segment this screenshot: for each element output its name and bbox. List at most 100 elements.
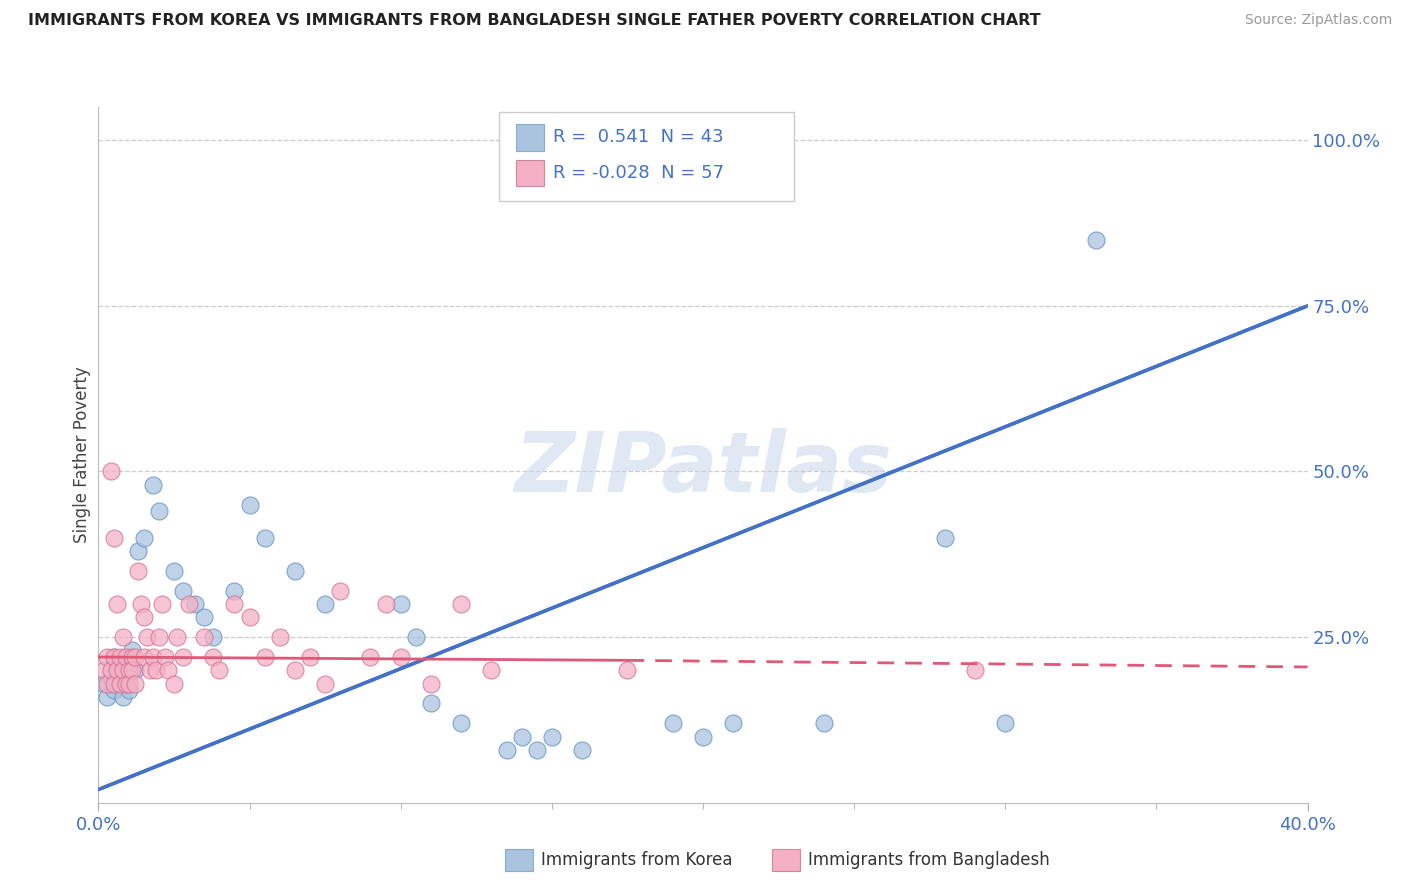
Point bbox=[723, 716, 745, 731]
Point bbox=[100, 663, 122, 677]
Point bbox=[965, 663, 987, 677]
Point bbox=[616, 663, 638, 677]
Point bbox=[118, 657, 141, 671]
Point bbox=[202, 630, 225, 644]
Point bbox=[111, 630, 134, 644]
Point bbox=[224, 583, 246, 598]
Point bbox=[135, 630, 157, 644]
Point bbox=[1085, 233, 1108, 247]
Point bbox=[100, 670, 122, 684]
Point bbox=[374, 597, 396, 611]
Point bbox=[253, 531, 276, 545]
Point bbox=[389, 597, 412, 611]
Point bbox=[103, 683, 125, 698]
Point bbox=[118, 663, 141, 677]
Text: Immigrants from Bangladesh: Immigrants from Bangladesh bbox=[808, 851, 1050, 869]
Point bbox=[118, 683, 141, 698]
Point bbox=[118, 676, 141, 690]
Point bbox=[148, 504, 170, 518]
Point bbox=[103, 650, 125, 665]
Point bbox=[299, 650, 322, 665]
Point bbox=[142, 477, 165, 491]
Point bbox=[148, 630, 170, 644]
Point bbox=[145, 663, 167, 677]
Point bbox=[132, 610, 155, 624]
Point bbox=[360, 650, 382, 665]
Point bbox=[662, 716, 685, 731]
Point bbox=[269, 630, 291, 644]
Point bbox=[284, 663, 307, 677]
Point bbox=[111, 690, 134, 704]
Point bbox=[179, 597, 201, 611]
Point bbox=[420, 676, 443, 690]
Point bbox=[127, 564, 149, 578]
Point bbox=[96, 690, 118, 704]
Point bbox=[105, 663, 128, 677]
Point bbox=[813, 716, 835, 731]
Point bbox=[239, 610, 262, 624]
Text: Immigrants from Korea: Immigrants from Korea bbox=[541, 851, 733, 869]
Point bbox=[692, 730, 714, 744]
Point bbox=[934, 531, 956, 545]
Point bbox=[224, 597, 246, 611]
Point bbox=[103, 531, 125, 545]
Text: R =  0.541  N = 43: R = 0.541 N = 43 bbox=[553, 128, 723, 146]
Point bbox=[111, 663, 134, 677]
Point bbox=[121, 663, 143, 677]
Point bbox=[253, 650, 276, 665]
Point bbox=[172, 650, 194, 665]
Point bbox=[108, 676, 131, 690]
Point bbox=[420, 697, 443, 711]
Point bbox=[994, 716, 1017, 731]
Point bbox=[150, 597, 173, 611]
Point bbox=[526, 743, 548, 757]
Point bbox=[193, 630, 215, 644]
Point bbox=[124, 650, 146, 665]
Point bbox=[510, 730, 533, 744]
Point bbox=[450, 716, 472, 731]
Point bbox=[100, 465, 122, 479]
Point bbox=[405, 630, 427, 644]
Point bbox=[208, 663, 231, 677]
Point bbox=[239, 498, 262, 512]
Point bbox=[114, 650, 136, 665]
Point bbox=[389, 650, 412, 665]
Point bbox=[142, 650, 165, 665]
Point bbox=[163, 564, 186, 578]
Point bbox=[103, 650, 125, 665]
Point bbox=[127, 544, 149, 558]
Text: R = -0.028  N = 57: R = -0.028 N = 57 bbox=[553, 164, 724, 182]
Point bbox=[105, 663, 128, 677]
Point bbox=[156, 663, 179, 677]
Text: Source: ZipAtlas.com: Source: ZipAtlas.com bbox=[1244, 13, 1392, 28]
Point bbox=[166, 630, 188, 644]
Point bbox=[202, 650, 225, 665]
Point bbox=[121, 650, 143, 665]
Point bbox=[172, 583, 194, 598]
Point bbox=[96, 650, 118, 665]
Point bbox=[121, 643, 143, 657]
Point bbox=[184, 597, 207, 611]
Point bbox=[163, 676, 186, 690]
Point bbox=[495, 743, 517, 757]
Text: IMMIGRANTS FROM KOREA VS IMMIGRANTS FROM BANGLADESH SINGLE FATHER POVERTY CORREL: IMMIGRANTS FROM KOREA VS IMMIGRANTS FROM… bbox=[28, 13, 1040, 29]
Point bbox=[329, 583, 352, 598]
Point bbox=[450, 597, 472, 611]
Text: ZIPatlas: ZIPatlas bbox=[515, 428, 891, 509]
Point bbox=[314, 676, 336, 690]
Point bbox=[124, 676, 146, 690]
Point bbox=[132, 650, 155, 665]
Point bbox=[139, 663, 162, 677]
Point bbox=[93, 663, 115, 677]
Point bbox=[481, 663, 503, 677]
Point bbox=[314, 597, 336, 611]
Point bbox=[103, 676, 125, 690]
Point bbox=[571, 743, 593, 757]
Point bbox=[129, 597, 152, 611]
Point bbox=[132, 531, 155, 545]
Point bbox=[540, 730, 562, 744]
Point bbox=[105, 597, 128, 611]
Point bbox=[153, 650, 176, 665]
Point bbox=[108, 650, 131, 665]
Point bbox=[93, 676, 115, 690]
